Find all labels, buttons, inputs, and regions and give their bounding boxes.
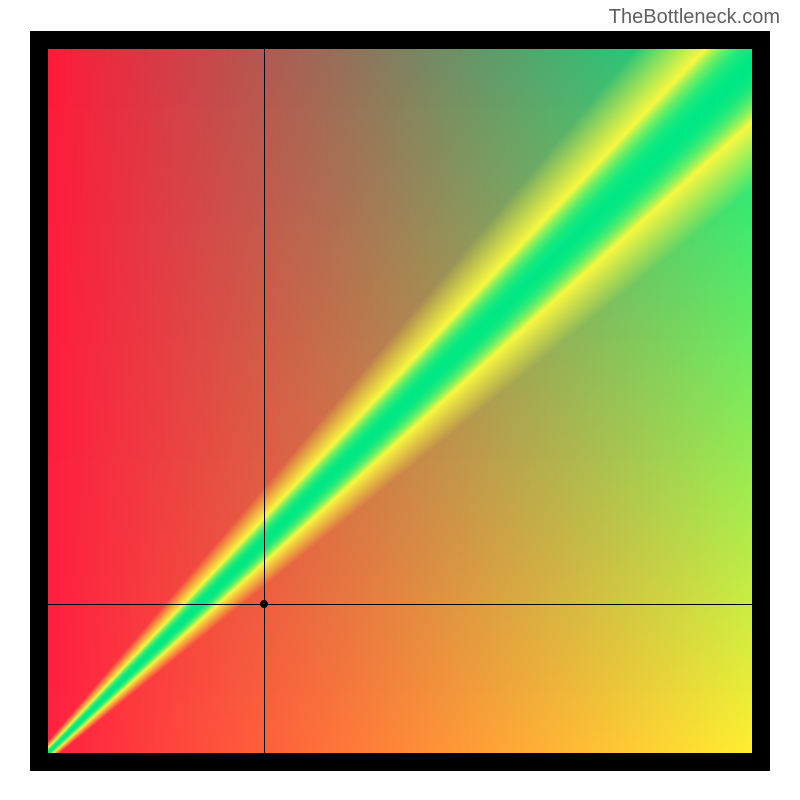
crosshair-horizontal	[48, 604, 752, 605]
chart-container: TheBottleneck.com	[0, 0, 800, 800]
heatmap-canvas	[48, 49, 752, 753]
crosshair-vertical	[264, 49, 265, 753]
attribution-text: TheBottleneck.com	[609, 6, 780, 29]
bottleneck-marker	[260, 600, 268, 608]
chart-frame	[30, 31, 770, 771]
